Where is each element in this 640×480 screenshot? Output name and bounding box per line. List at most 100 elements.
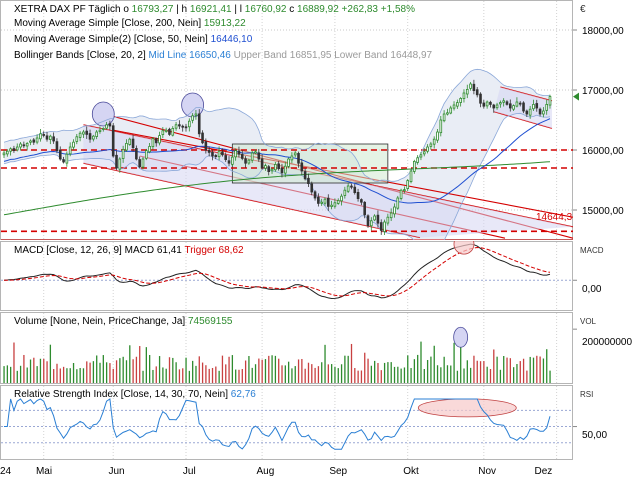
month-label: Aug [257, 466, 275, 477]
volume-axis-title: VOL [580, 317, 597, 326]
candle-body [548, 96, 552, 106]
volume-bar [198, 356, 200, 383]
candle-body [240, 154, 244, 159]
candle-body [360, 199, 363, 203]
volume-bar [62, 366, 65, 383]
macd-panel [0, 241, 573, 311]
volume-bar [430, 356, 432, 383]
top-marker-1 [91, 101, 115, 127]
candle-body [32, 139, 36, 143]
volume-bar [307, 362, 310, 383]
candle-body [333, 202, 337, 207]
price-axis: 15000,00 16000,00 17000,00 18000,00 [573, 26, 624, 217]
volume-bar [96, 355, 98, 383]
volume-bar [271, 355, 273, 383]
volume-bar [119, 358, 121, 383]
rsi-overbought-marker [417, 398, 517, 418]
volume-bar [178, 369, 181, 383]
volume-bar [324, 344, 326, 383]
volume-bar [115, 360, 118, 383]
volume-bar [192, 360, 194, 383]
volume-bar [344, 355, 346, 383]
candle-body [508, 103, 512, 109]
rsi-legend: Relative Strength Index [Close, 14, 30, … [14, 389, 607, 441]
month-label: 2024 [0, 466, 12, 477]
candle-body [502, 100, 505, 103]
volume-bar [16, 370, 18, 383]
volume-bar [503, 356, 505, 383]
candle-body [485, 101, 489, 107]
rsi-series [1, 398, 572, 450]
volume-bar [19, 365, 22, 383]
volume-title: Volume [None, Nein, PriceChange, Ja] 745… [14, 316, 233, 327]
currency-label: € [580, 4, 586, 15]
candle-body [52, 136, 55, 142]
candle-body [197, 113, 201, 135]
volume-bar [294, 366, 296, 383]
volume-bar [145, 347, 147, 383]
volume-bar [314, 367, 316, 383]
volume-bar [473, 355, 475, 383]
volume-bar [440, 367, 442, 383]
candle-body [479, 93, 482, 104]
candle-body [505, 101, 509, 105]
candle-body [267, 166, 271, 173]
candle-body [356, 191, 360, 199]
volume-bar [248, 356, 250, 383]
candle-body [290, 155, 294, 161]
bollinger-lower [3, 112, 551, 240]
candle-body [522, 102, 525, 112]
candle-body [211, 151, 214, 157]
volume-bar [479, 361, 482, 383]
candle-body [429, 143, 433, 147]
volume-bar [420, 341, 422, 383]
candle-body [250, 152, 254, 161]
candle-body [121, 148, 125, 159]
volume-bar [446, 365, 449, 383]
volume-bar [205, 365, 207, 383]
candle-body [518, 102, 522, 105]
candle-body [184, 126, 188, 129]
volume-bar [410, 368, 412, 383]
candle-body [538, 108, 542, 115]
volume-bar [337, 368, 339, 383]
candle-body [178, 124, 181, 127]
candle-body [237, 150, 241, 155]
candle-body [545, 104, 548, 111]
month-label: Dez [534, 466, 552, 477]
volume-bar [122, 356, 124, 383]
candle-body [201, 132, 204, 144]
candle-body [492, 104, 496, 109]
volume-bar [370, 365, 373, 383]
candle-body [92, 135, 95, 140]
candle-body [12, 148, 16, 151]
candle-body [171, 127, 175, 136]
candle-body [343, 189, 347, 196]
candle-body [62, 159, 65, 163]
volume-bar [3, 366, 5, 383]
volume-bar [417, 354, 419, 383]
month-label: Mai [36, 466, 52, 477]
volume-bar [397, 366, 399, 383]
candle-body [19, 143, 22, 148]
candle-body [320, 201, 323, 204]
candle-body [512, 105, 515, 110]
candle-body [42, 134, 46, 136]
volume-bar [211, 367, 214, 383]
candle-body [459, 98, 462, 103]
candle-body [297, 153, 300, 164]
month-label: Okt [403, 466, 419, 477]
bollinger-upper [3, 68, 551, 182]
candle-body [346, 185, 350, 192]
candle-body [326, 197, 330, 207]
volume-bar [340, 364, 343, 383]
volume-bar [400, 368, 402, 383]
volume-bar [165, 368, 167, 383]
price-tick-label: 15000,00 [582, 206, 624, 217]
volume-bar [274, 355, 277, 383]
candle-body [58, 149, 62, 160]
volume-axis-label: 200000000 [582, 337, 632, 348]
rsi-line [4, 398, 551, 450]
candle-body [535, 103, 539, 109]
candle-body [475, 89, 479, 96]
